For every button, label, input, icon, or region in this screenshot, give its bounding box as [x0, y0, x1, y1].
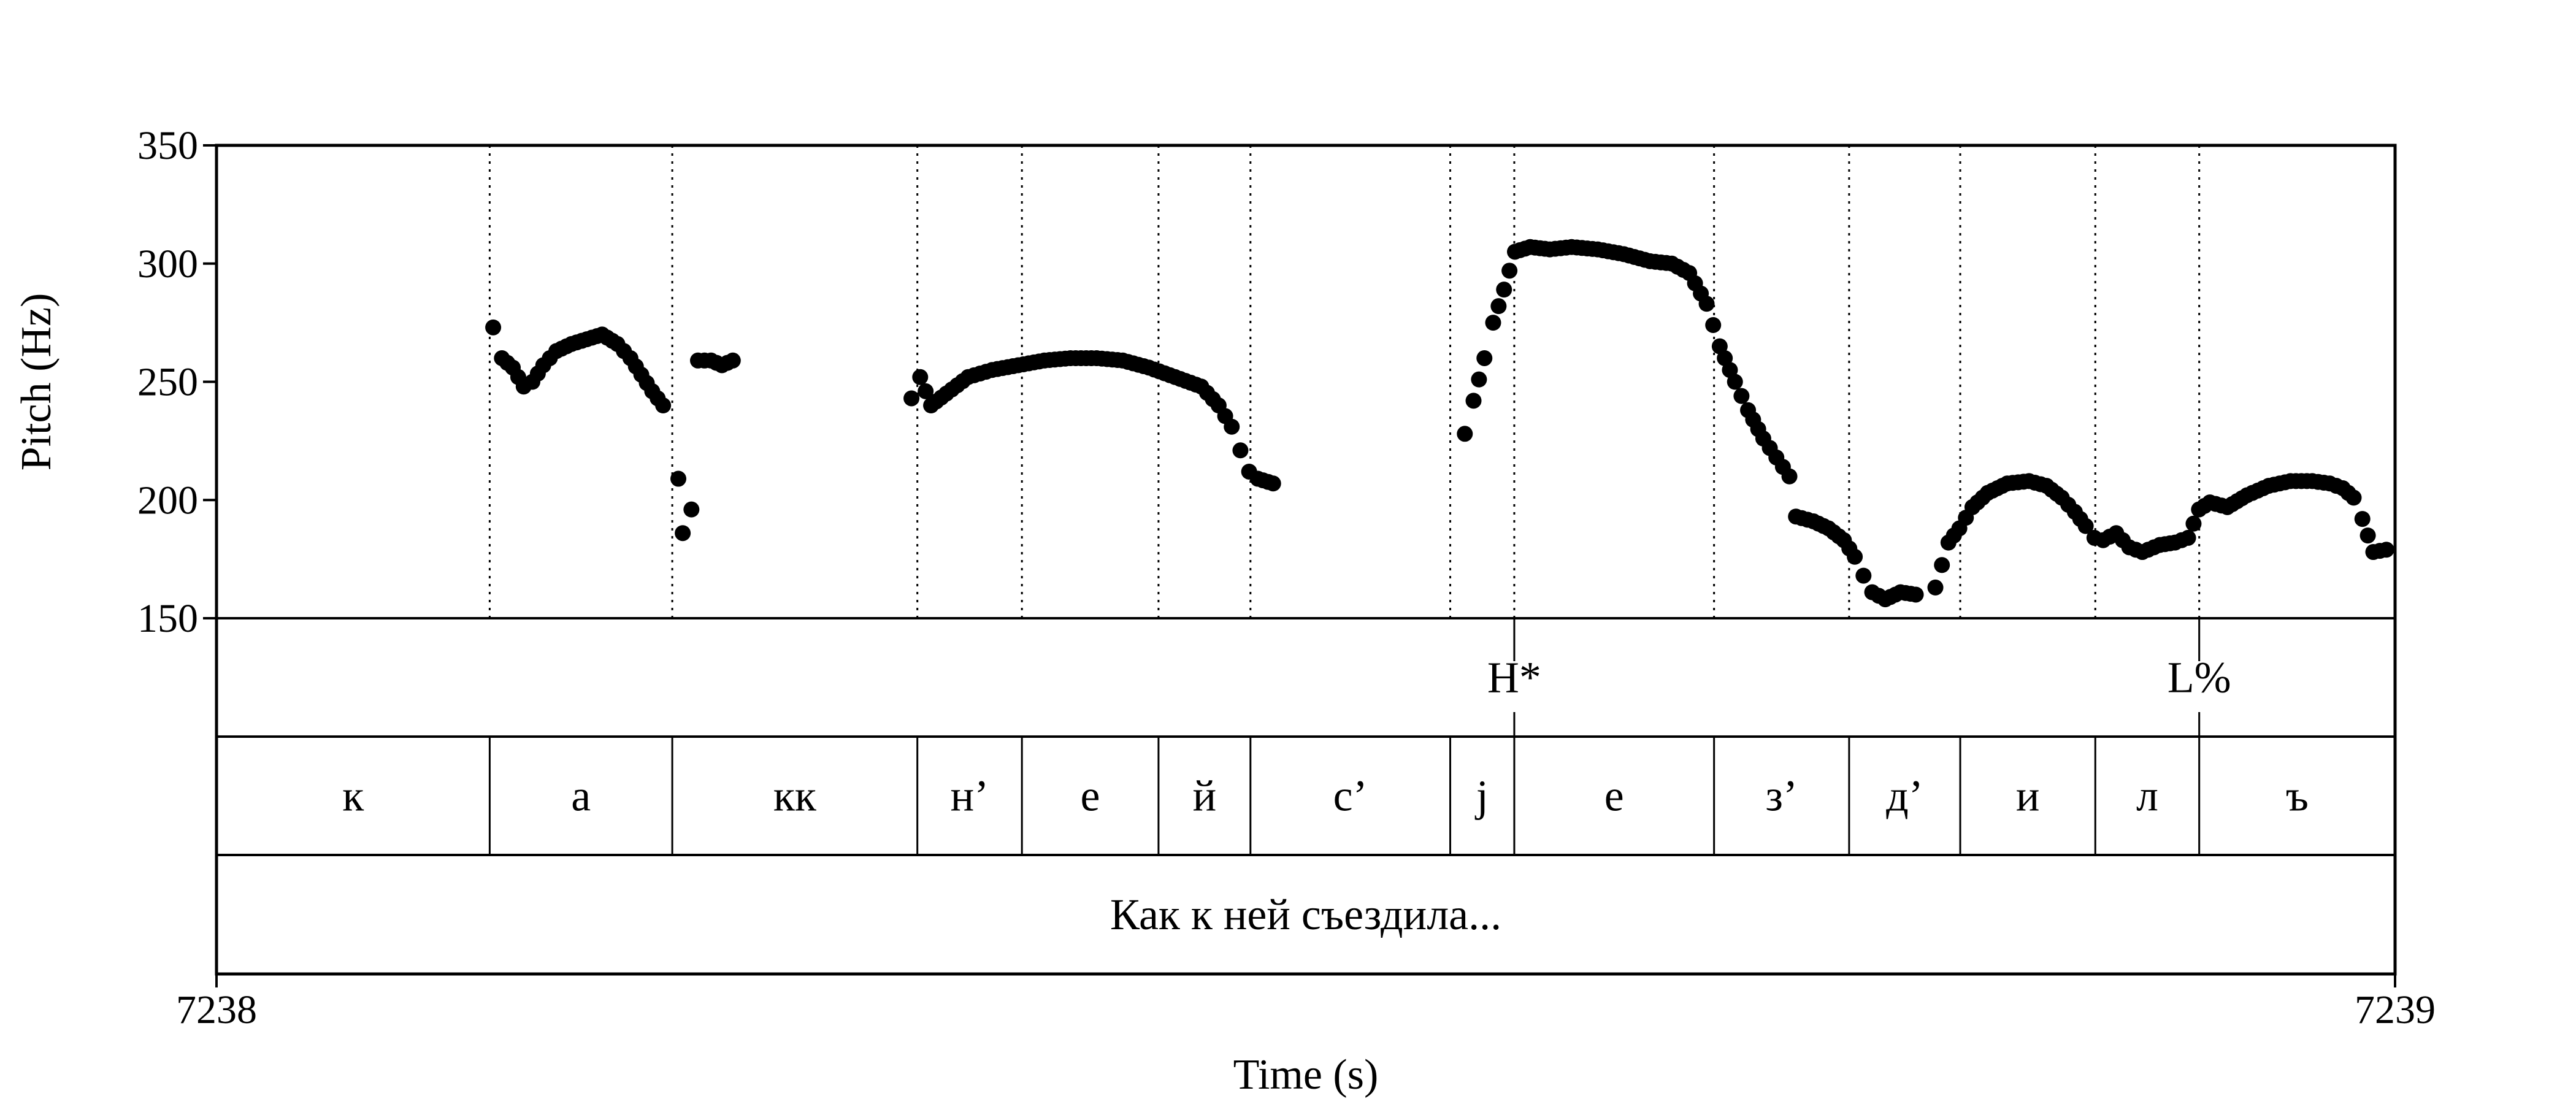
pitch-point: [675, 525, 691, 542]
pitch-point: [485, 319, 502, 335]
x-axis-title: Time (s): [1233, 1051, 1379, 1098]
segment-label: ъ: [2286, 772, 2309, 821]
pitch-point: [2077, 518, 2094, 534]
segment-label: н’: [951, 772, 989, 821]
segment-label: с’: [1333, 772, 1368, 821]
plot-frame: [215, 144, 2397, 976]
pitch-point: [655, 397, 672, 414]
segment-label: и: [2016, 772, 2040, 821]
segment-label: з’: [1766, 772, 1798, 821]
y-tick-label: 300: [137, 242, 198, 286]
pitch-point: [912, 369, 929, 385]
pitch-point: [1232, 442, 1249, 459]
segment-label: к: [342, 772, 364, 821]
chart-frame: [215, 144, 2397, 976]
pitch-point: [1457, 426, 1473, 442]
pitch-point: [670, 470, 687, 487]
pitch-point: [1855, 567, 1872, 584]
pitch-point: [1927, 579, 1944, 596]
segment-label: д’: [1886, 772, 1923, 821]
pitch-point: [1490, 298, 1507, 315]
pitch-point: [724, 352, 741, 369]
utterance-label: Как к ней съездила...: [1110, 890, 1501, 939]
pitch-point: [2359, 527, 2376, 544]
pitch-point: [683, 501, 700, 518]
pitch-point: [1501, 263, 1518, 279]
segment-label: а: [571, 772, 591, 821]
x-tick-label: 7238: [176, 987, 257, 1032]
pitch-point: [1907, 586, 1924, 603]
pitch-point: [2354, 511, 2371, 527]
pitch-point: [1496, 282, 1512, 298]
pitch-point: [1847, 548, 1863, 565]
y-axis-title: Pitch (Hz): [13, 293, 60, 471]
y-tick-label: 250: [137, 360, 198, 405]
segment-label: е: [1604, 772, 1624, 821]
pitch-point: [2180, 529, 2196, 546]
x-tick-label: 7239: [2355, 987, 2436, 1032]
pitch-point: [2378, 542, 2394, 558]
pitch-point: [1934, 557, 1950, 573]
pitch-point: [1698, 296, 1715, 312]
y-tick-label: 350: [137, 123, 198, 168]
y-tick-label: 150: [137, 596, 198, 641]
pitch-point: [1781, 468, 1798, 485]
tone-label: H*: [1487, 653, 1541, 702]
pitch-point: [1485, 315, 1501, 331]
pitch-point: [1471, 371, 1487, 388]
pitch-point: [1733, 388, 1750, 404]
pitch-point: [1476, 350, 1493, 366]
annotation-tiers: к а кк н’ е й с’ j е з’ д’ и л ъ H* L% Как к ней съездил…: [342, 618, 2309, 939]
pitch-points: [485, 239, 2394, 608]
segment-label: кк: [773, 772, 817, 821]
pitch-point: [2345, 489, 2362, 506]
pitch-point: [1705, 316, 1722, 333]
pitch-point: [2185, 515, 2202, 532]
pitch-point: [1224, 418, 1240, 435]
pitch-point: [1727, 374, 1743, 390]
segment-label: j: [1474, 772, 1489, 821]
y-tick-label: 200: [137, 478, 198, 523]
pitch-point: [903, 390, 920, 407]
pitch-point: [918, 383, 934, 399]
segment-label: й: [1193, 772, 1217, 821]
pitch-point: [1465, 393, 1482, 409]
tone-label: L%: [2168, 653, 2231, 702]
pitch-point: [1265, 475, 1281, 492]
segment-label: л: [2136, 772, 2158, 821]
axes: 150 200 250 300 350 7238 7239 Time (s) Pitch (Hz…: [13, 123, 2436, 1098]
segment-label: е: [1081, 772, 1100, 821]
